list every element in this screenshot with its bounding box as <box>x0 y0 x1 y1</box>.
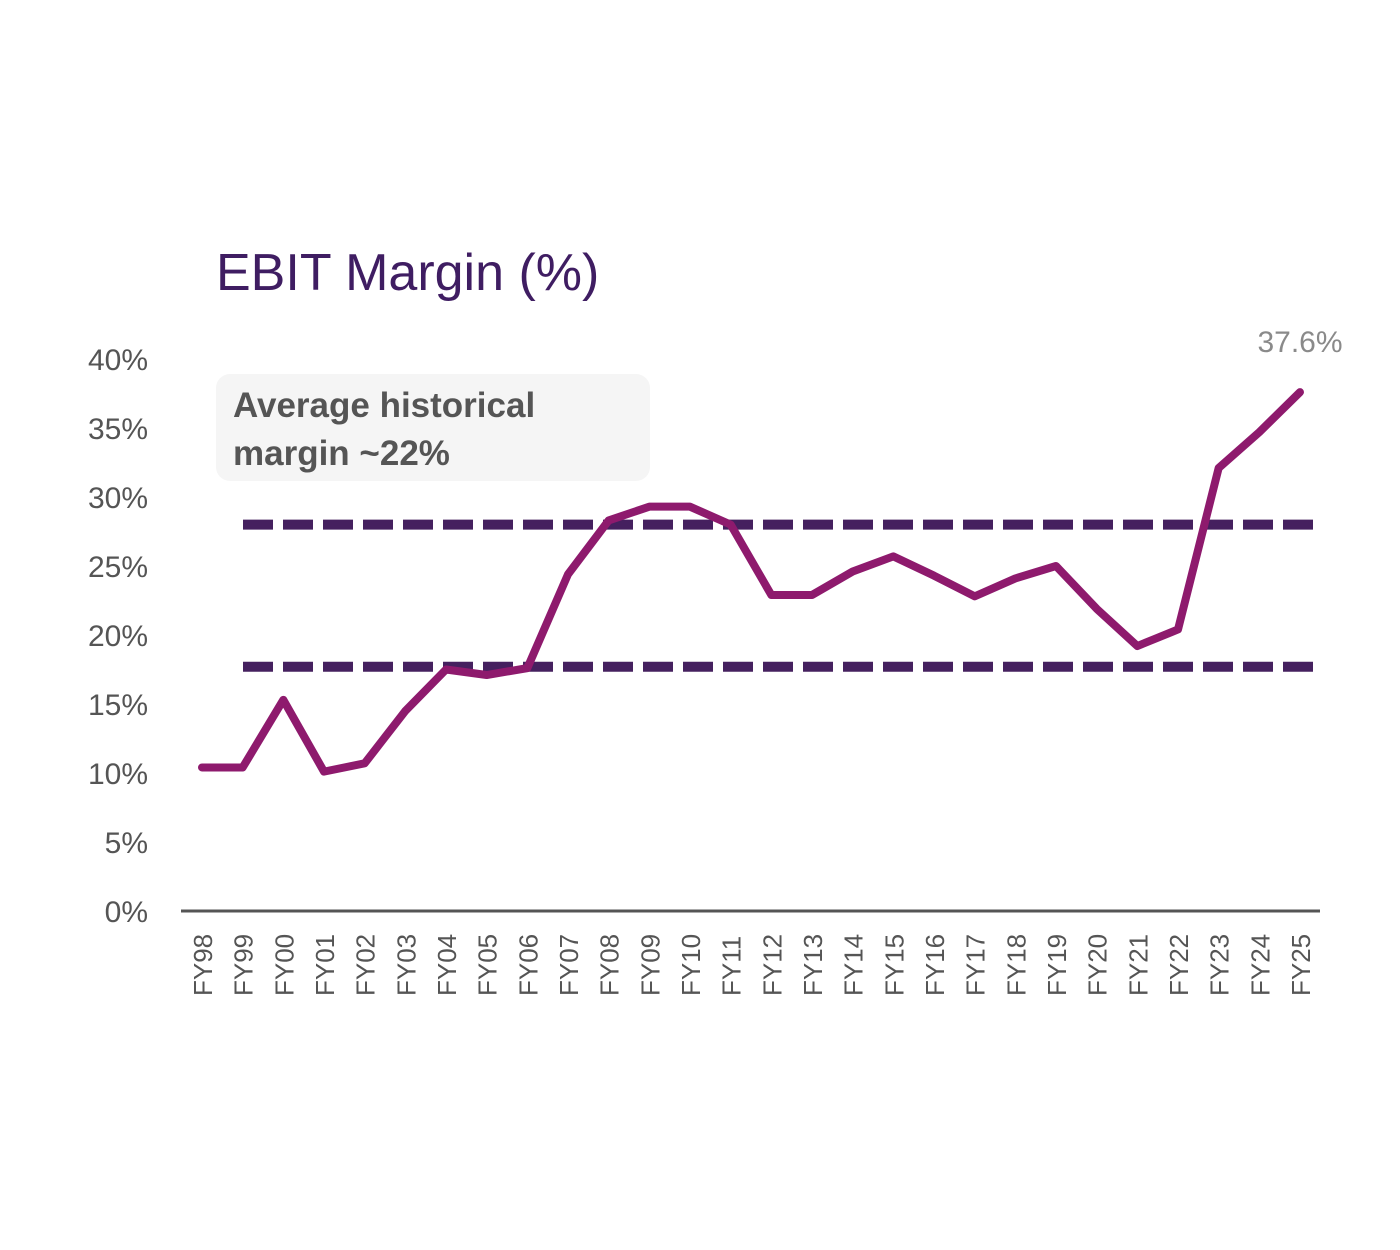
x-tick-label: FY17 <box>961 934 991 996</box>
y-tick-label: 25% <box>88 551 148 584</box>
x-tick-label: FY09 <box>635 934 665 996</box>
y-tick-label: 30% <box>88 482 148 515</box>
x-tick-label: FY02 <box>351 934 381 996</box>
series-line <box>198 388 1304 776</box>
y-axis: 0% 5% 10% 15% 20% 25% 30% 35% 40% <box>88 344 148 929</box>
chart-title: EBIT Margin (%) <box>216 244 599 302</box>
x-tick-label: FY11 <box>717 936 747 996</box>
x-tick-label: FY22 <box>1164 934 1194 996</box>
y-tick-label: 35% <box>88 413 148 446</box>
x-tick-label: FY03 <box>391 934 421 996</box>
x-tick-label: FY18 <box>1001 934 1031 996</box>
y-tick-label: 10% <box>88 758 148 791</box>
x-tick-label: FY01 <box>310 934 340 996</box>
x-tick-label: FY08 <box>595 934 625 996</box>
x-tick-label: FY99 <box>229 934 259 996</box>
x-tick-label: FY21 <box>1123 934 1153 996</box>
x-tick-label: FY13 <box>798 934 828 996</box>
annotation-box <box>216 374 650 481</box>
x-tick-label: FY04 <box>432 934 462 996</box>
x-tick-label: FY06 <box>513 934 543 996</box>
reference-lines <box>243 519 1318 672</box>
x-tick-label: FY10 <box>676 934 706 996</box>
x-tick-label: FY20 <box>1083 934 1113 996</box>
y-tick-label: 20% <box>88 620 148 653</box>
x-tick-label: FY24 <box>1245 934 1275 996</box>
annotation-line-1: Average historical <box>233 386 535 425</box>
x-tick-label: FY12 <box>757 934 787 996</box>
x-tick-label: FY14 <box>839 934 869 996</box>
x-tick-label: FY23 <box>1205 934 1235 996</box>
x-tick-label: FY25 <box>1286 934 1316 996</box>
y-tick-label: 40% <box>88 344 148 377</box>
x-tick-label: FY07 <box>554 934 584 996</box>
y-tick-label: 15% <box>88 689 148 722</box>
y-tick-label: 0% <box>105 896 148 929</box>
x-axis: FY98 FY99 FY00 FY01 FY02 FY03 FY04 FY05 FY06 FY07… <box>188 934 1316 996</box>
x-tick-label: FY98 <box>188 934 218 996</box>
x-tick-label: FY19 <box>1042 934 1072 996</box>
x-tick-label: FY16 <box>920 934 950 996</box>
x-tick-label: FY00 <box>269 934 299 996</box>
series-group <box>198 388 1304 776</box>
end-value-label: 37.6% <box>1257 326 1342 359</box>
x-tick-label: FY05 <box>473 934 503 996</box>
annotation-line-2: margin ~22% <box>233 434 450 473</box>
x-tick-label: FY15 <box>879 934 909 996</box>
y-tick-label: 5% <box>105 827 148 860</box>
